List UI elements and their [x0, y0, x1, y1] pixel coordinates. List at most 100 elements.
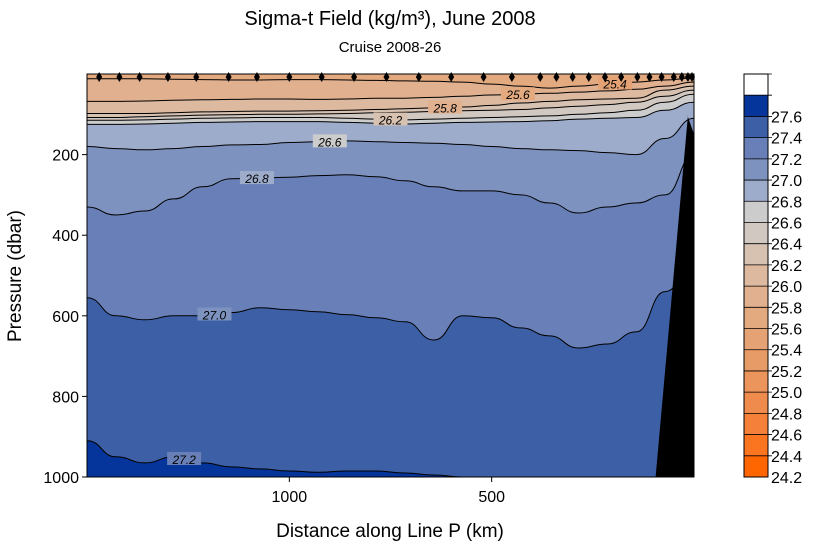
colorbar-label: 24.8	[771, 406, 802, 423]
contour-line	[86, 81, 695, 102]
contour-label-bg	[500, 87, 535, 101]
colorbar-swatch	[744, 349, 768, 371]
colorbar-swatch	[744, 370, 768, 393]
contour-label: 25.8	[428, 100, 463, 116]
colorbar-label: 25.6	[771, 322, 802, 339]
station-marker	[618, 72, 625, 82]
colorbar-label: 27.4	[771, 131, 802, 148]
contour-band	[87, 82, 694, 114]
colorbar-label: 26.4	[771, 237, 802, 254]
station-marker	[537, 72, 544, 82]
y-tick-label: 200	[52, 148, 79, 165]
colorbar-swatch-top	[744, 74, 768, 96]
station-markers	[96, 72, 695, 82]
station-marker	[634, 72, 641, 82]
colorbar-label: 24.2	[771, 470, 802, 487]
contour-line	[87, 77, 695, 89]
station-marker	[318, 72, 325, 82]
contour-line	[86, 85, 695, 114]
colorbar-swatch	[744, 95, 768, 117]
station-marker	[164, 72, 171, 82]
colorbar-label: 27.0	[771, 173, 802, 190]
contour-band	[87, 263, 694, 477]
station-marker	[253, 72, 260, 82]
y-axis-label: Pressure (dbar)	[5, 210, 26, 342]
colorbar-label: 26.6	[771, 215, 802, 232]
contour-label-text: 26.6	[317, 135, 342, 149]
contour-line	[87, 89, 695, 118]
station-marker	[193, 72, 200, 82]
colorbar-frame	[743, 73, 769, 478]
colorbar-swatch	[744, 137, 768, 159]
station-marker	[646, 72, 653, 82]
station-marker	[351, 72, 358, 82]
station-marker	[136, 72, 143, 82]
contour-band	[87, 94, 694, 125]
contour-label-text: 26.2	[378, 114, 403, 128]
colorbar-label: 25.8	[771, 300, 802, 317]
bathymetry-shelf	[655, 115, 694, 477]
colorbar-label: 26.2	[771, 258, 802, 275]
plot-area: 25.425.625.826.226.626.827.027.2	[86, 73, 695, 478]
station-marker	[286, 72, 293, 82]
x-tick-label: 500	[478, 489, 505, 506]
station-marker	[688, 72, 695, 82]
colorbar: 24.2 24.4 24.6 24.8 25.0 25.2 25.4 25.6 25.8 26.0…	[743, 73, 802, 487]
colorbar-swatch	[744, 286, 768, 308]
colorbar-swatch	[744, 392, 768, 414]
contour-band	[87, 86, 694, 118]
contour-label-bg	[239, 171, 274, 185]
station-marker	[569, 72, 576, 82]
contour-band	[87, 78, 694, 102]
contour-label-bg	[167, 452, 202, 466]
contour-label-bg	[428, 100, 463, 114]
contour-label-text: 25.6	[505, 88, 530, 102]
station-marker	[225, 72, 232, 82]
chart-subtitle: Cruise 2008-26	[339, 39, 442, 56]
colorbar-swatch	[744, 116, 768, 138]
contour-label: 26.6	[312, 134, 347, 149]
colorbar-swatch	[744, 434, 768, 456]
contour-label-text: 26.8	[244, 172, 269, 186]
contour-label-bg	[312, 134, 347, 148]
contour-label: 26.8	[239, 171, 274, 186]
contour-label: 27.2	[167, 452, 202, 467]
station-marker	[585, 72, 592, 82]
contour-label-bg	[197, 307, 232, 321]
x-axis: 1000 500	[272, 477, 505, 506]
contour-label: 27.0	[197, 307, 232, 322]
station-marker	[670, 72, 677, 82]
colorbar-label: 25.4	[771, 343, 802, 360]
colorbar-label: 26.8	[771, 194, 802, 211]
colorbar-label: 26.0	[771, 279, 802, 296]
y-axis: 200 400 600 800 1000	[43, 148, 87, 487]
colorbar-label: 27.2	[771, 152, 802, 169]
station-marker	[383, 72, 390, 82]
y-tick-label: 1000	[43, 470, 79, 487]
contour-band	[87, 102, 694, 155]
station-marker	[601, 72, 608, 82]
station-marker	[678, 72, 685, 82]
y-tick-label: 600	[52, 309, 79, 326]
contour-label: 25.6	[500, 87, 535, 102]
station-marker	[96, 72, 103, 82]
colorbar-swatch	[744, 413, 768, 435]
station-marker	[508, 72, 515, 82]
contour-label-text: 25.8	[432, 102, 457, 116]
contour-band	[87, 90, 694, 121]
station-marker	[116, 72, 123, 82]
colorbar-swatch	[744, 201, 768, 223]
contour-line	[86, 117, 695, 156]
colorbar-swatch	[744, 243, 768, 265]
station-marker	[553, 72, 560, 82]
chart-title: Sigma-t Field (kg/m³), June 2008	[244, 8, 535, 30]
contour-line	[86, 154, 695, 216]
colorbar-swatch	[744, 328, 768, 350]
colorbar-label: 25.2	[771, 364, 802, 381]
contour-line	[86, 262, 695, 349]
contour-band	[87, 118, 694, 215]
contour-label-bg	[598, 76, 633, 90]
station-marker	[684, 72, 691, 82]
contour-label: 26.2	[373, 112, 408, 128]
